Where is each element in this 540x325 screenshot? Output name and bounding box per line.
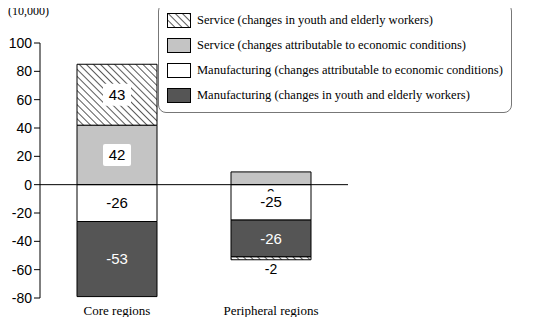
svg-text:-20: -20 xyxy=(12,205,32,221)
svg-text:42: 42 xyxy=(109,146,126,163)
svg-text:20: 20 xyxy=(16,148,32,164)
svg-text:-53: -53 xyxy=(106,250,128,267)
html-text:Manufacturing (changes attribu: Manufacturing (changes attributable to e… xyxy=(197,63,503,77)
svg-text:-60: -60 xyxy=(12,262,32,278)
svg-text:100: 100 xyxy=(9,35,33,51)
svg-text:-40: -40 xyxy=(12,233,32,249)
svg-text:-2: -2 xyxy=(265,261,278,277)
html-text:Service (changes in youth and: Service (changes in youth and elderly wo… xyxy=(197,13,433,27)
html-text:Manufacturing (changes in yout: Manufacturing (changes in youth and elde… xyxy=(197,88,470,102)
svg-text:0: 0 xyxy=(24,177,32,193)
svg-text:40: 40 xyxy=(16,120,32,136)
svg-text:60: 60 xyxy=(16,92,32,108)
svg-text:-80: -80 xyxy=(12,290,32,306)
html-text:Service (changes attributable: Service (changes attributable to economi… xyxy=(197,38,466,52)
svg-text:80: 80 xyxy=(16,63,32,79)
svg-text:-25: -25 xyxy=(260,193,282,210)
svg-text:-26: -26 xyxy=(260,230,282,247)
svg-text:43: 43 xyxy=(109,86,126,103)
svg-text:Peripheral regions: Peripheral regions xyxy=(224,303,319,317)
html-text:(10,000): (10,000) xyxy=(8,4,49,18)
svg-text:Core regions: Core regions xyxy=(84,303,151,317)
svg-text:-26: -26 xyxy=(106,194,128,211)
